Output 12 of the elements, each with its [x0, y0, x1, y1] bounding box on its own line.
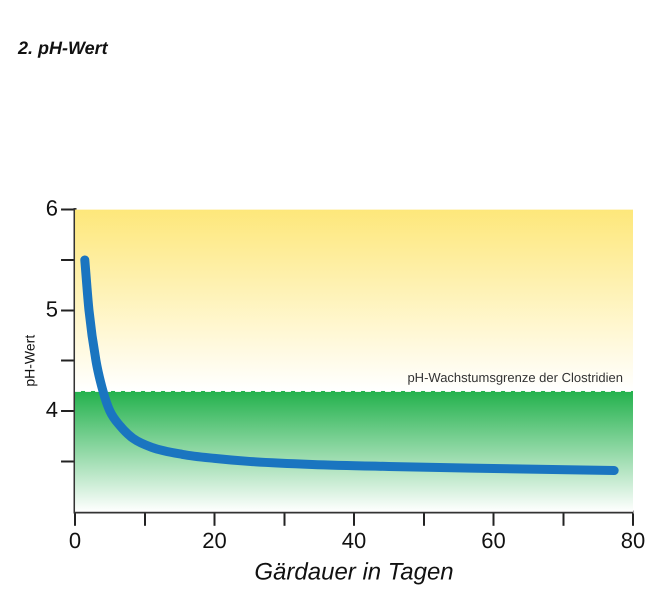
y-axis-title: pH-Wert: [21, 334, 38, 387]
y-tick-label: 6: [46, 196, 58, 221]
x-tick-label: 40: [342, 528, 366, 554]
x-tick-label: 0: [68, 528, 82, 554]
x-tick-label: 60: [481, 528, 506, 554]
ref-line-label: pH-Wachstumsgrenze der Clostridien: [407, 370, 623, 385]
x-tick-label: 20: [202, 528, 227, 554]
y-tick-label: 4: [46, 397, 58, 422]
x-axis-title: Gärdauer in Tagen: [254, 558, 454, 586]
chart-title: 2. pH-Wert: [17, 38, 109, 58]
x-tick-label: 80: [620, 528, 646, 554]
y-tick-label: 5: [46, 296, 58, 322]
